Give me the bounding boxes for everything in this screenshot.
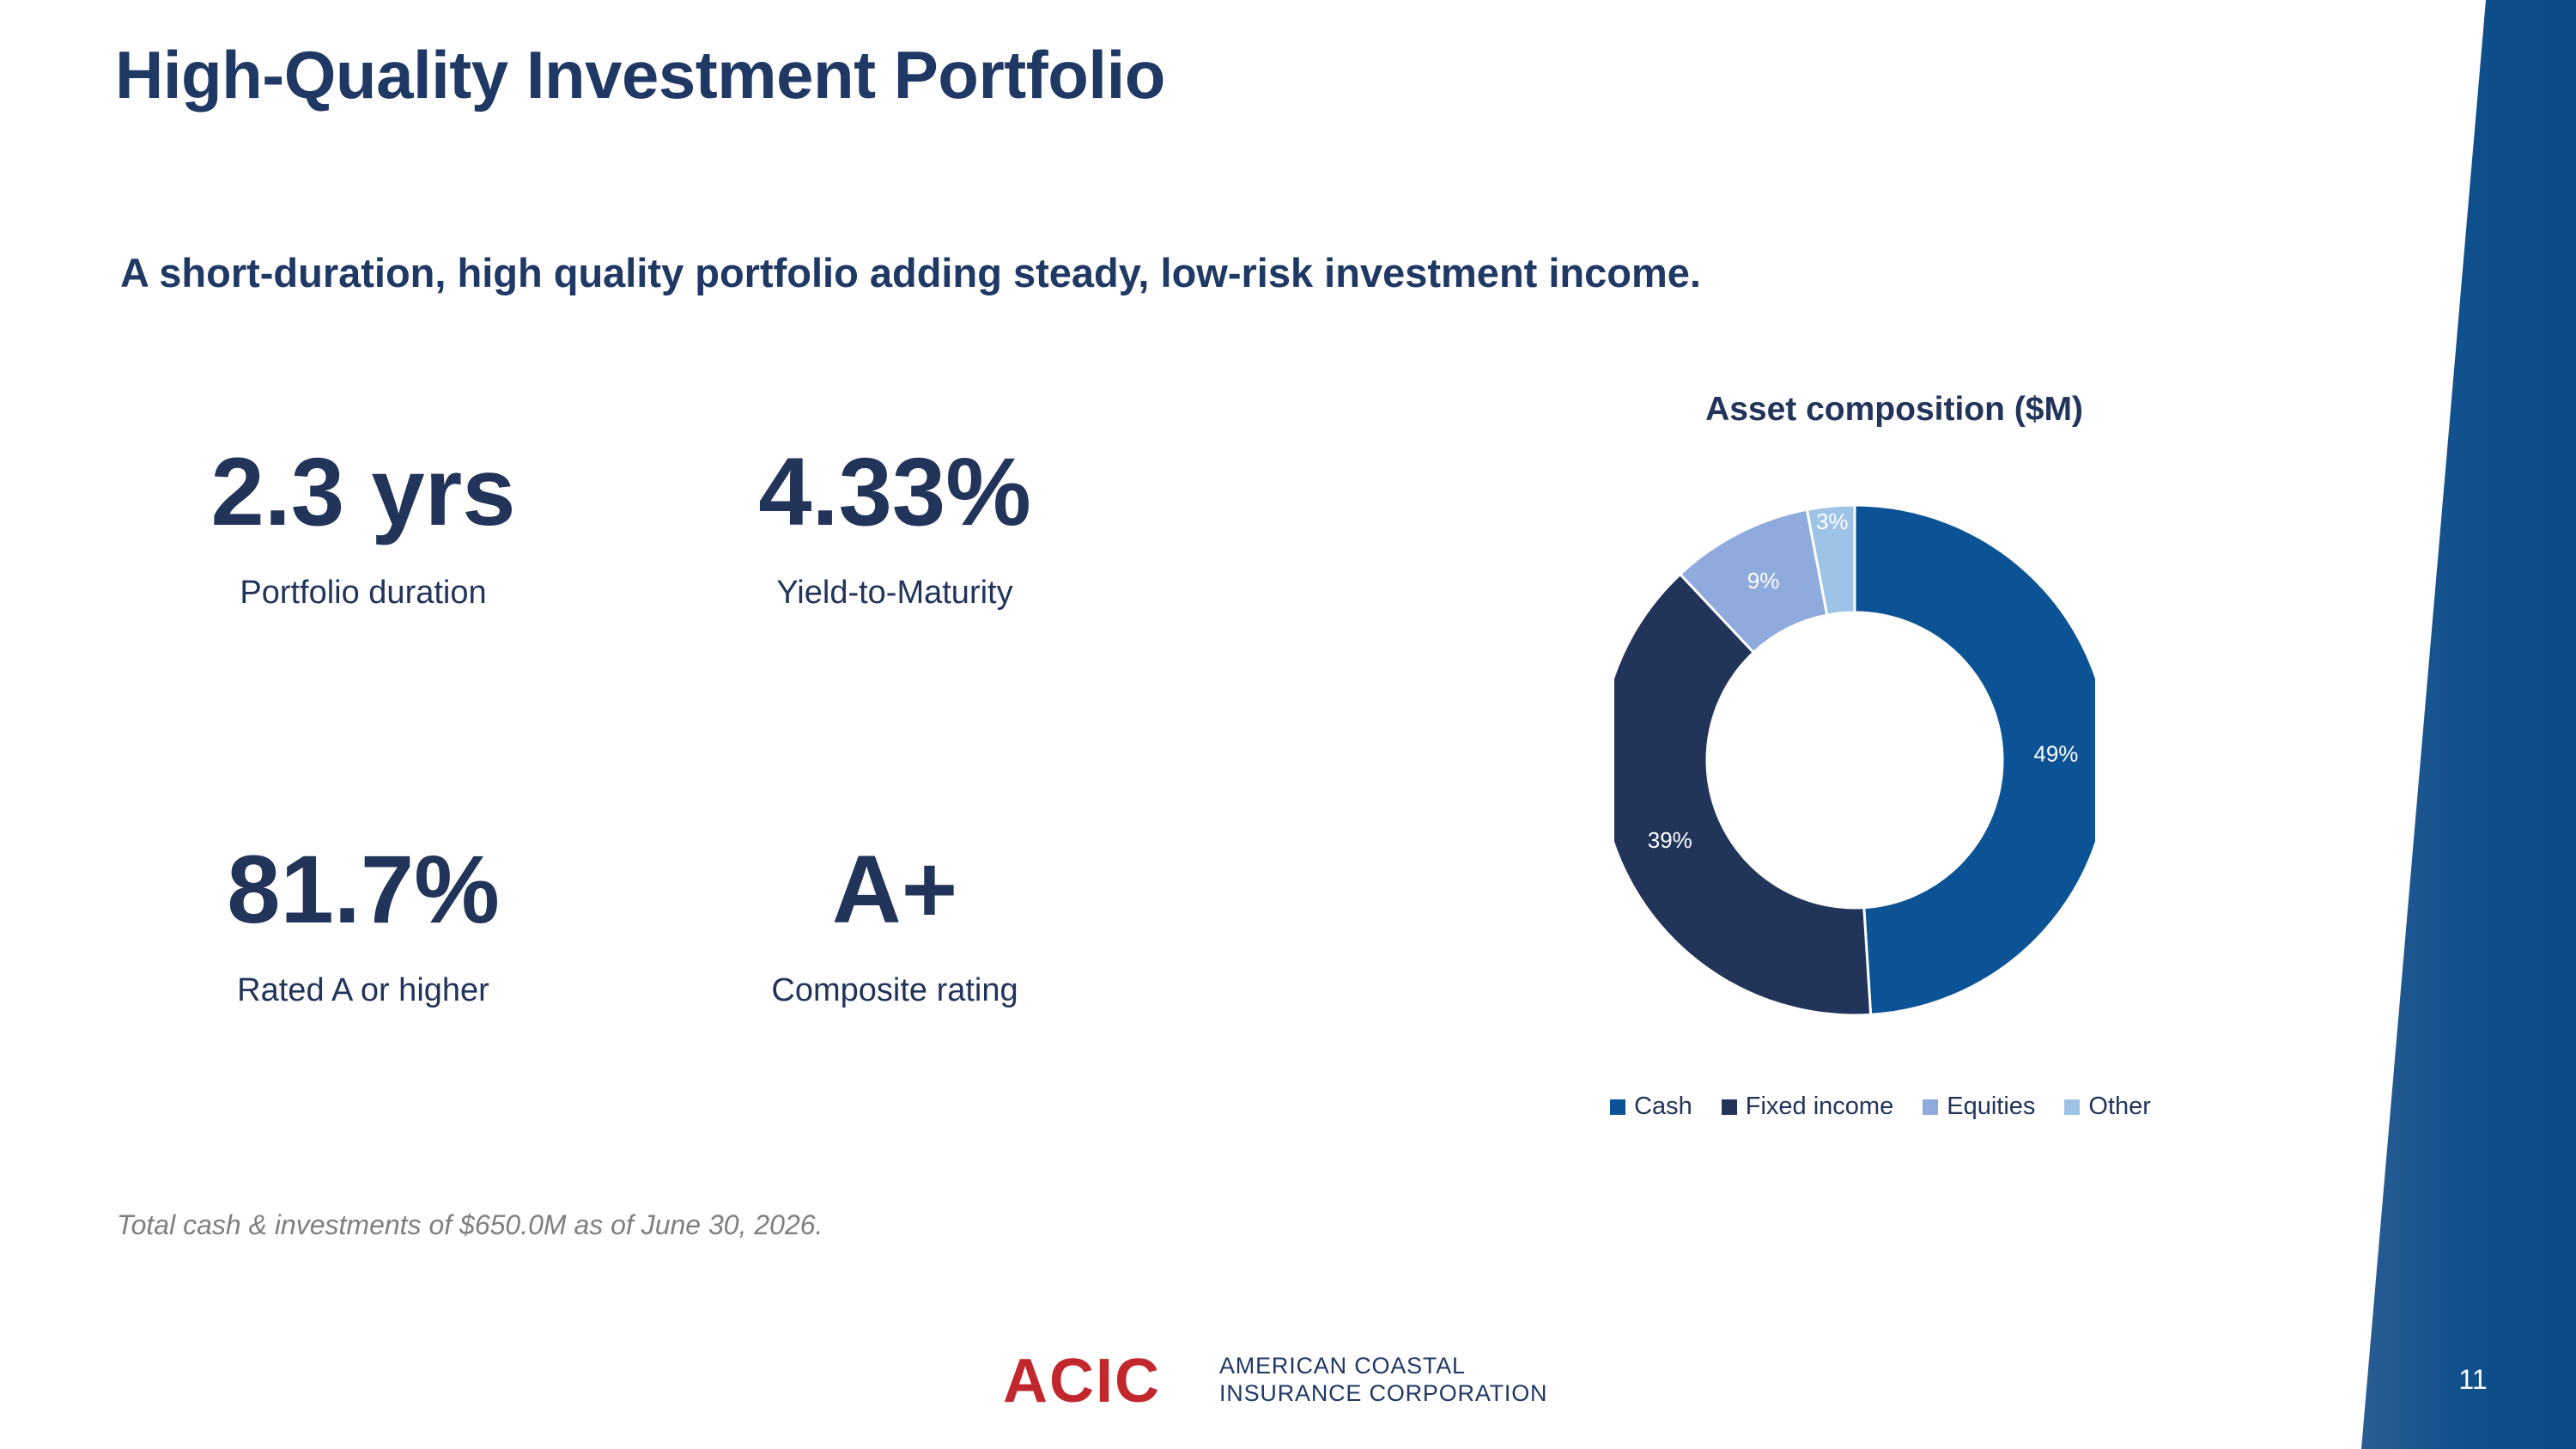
kpi-label: Rated A or higher (237, 972, 489, 1008)
page-title: High-Quality Investment Portfolio (115, 37, 1165, 113)
kpi-value: 4.33% (758, 438, 1031, 545)
data-label-equities: 9% (1747, 568, 1780, 594)
chart-title: Asset composition ($M) (1705, 391, 2083, 428)
kpi-label: Portfolio duration (240, 575, 487, 611)
legend-item-other: Other (2064, 1093, 2151, 1121)
kpi-composite-rating: A+ Composite rating (654, 836, 1135, 1008)
chart-legend: Cash Fixed income Equities Other (1606, 1093, 2155, 1121)
kpi-yield-to-maturity: 4.33% Yield-to-Maturity (654, 438, 1135, 611)
kpi-value: A+ (831, 836, 958, 943)
legend-label: Other (2088, 1093, 2151, 1120)
data-label-fixed-income: 39% (1648, 827, 1692, 853)
legend-item-cash: Cash (1610, 1093, 1692, 1121)
legend-label: Fixed income (1745, 1093, 1894, 1120)
legend-item-equities: Equities (1923, 1093, 2035, 1121)
kpi-label: Yield-to-Maturity (776, 575, 1013, 611)
kpi-label: Composite rating (771, 972, 1018, 1008)
donut-slice-fixed-income (1614, 572, 1873, 1017)
footnote: Total cash & investments of $650.0M as o… (117, 1209, 823, 1240)
slide-subtitle: A short-duration, high quality portfolio… (120, 250, 1701, 295)
legend-swatch (1721, 1099, 1737, 1115)
logo-company-name: AMERICAN COASTAL INSURANCE CORPORATION (1219, 1352, 1547, 1407)
kpi-value: 2.3 yrs (210, 438, 516, 545)
data-label-other: 3% (1816, 508, 1849, 534)
donut-slice-cash (1853, 503, 2095, 1017)
kpi-portfolio-duration: 2.3 yrs Portfolio duration (123, 438, 604, 611)
donut-slice-other (1805, 503, 1856, 617)
legend-item-fixed-income: Fixed income (1721, 1093, 1894, 1121)
page-number: 11 (2458, 1364, 2488, 1395)
legend-label: Cash (1634, 1093, 1692, 1120)
legend-swatch (1610, 1099, 1626, 1115)
logo-line-2: INSURANCE CORPORATION (1219, 1380, 1548, 1406)
logo-line-1: AMERICAN COASTAL (1219, 1353, 1466, 1379)
asset-composition-donut-chart: 49% 39% 9% 3% (1614, 503, 2095, 1017)
legend-swatch (1923, 1099, 1939, 1115)
logo-mark-text: ACIC (1003, 1347, 1161, 1414)
legend-swatch (2064, 1099, 2081, 1115)
kpi-rated-a-or-higher: 81.7% Rated A or higher (123, 836, 604, 1008)
kpi-value: 81.7% (227, 836, 500, 943)
data-label-cash: 49% (2033, 741, 2078, 767)
acic-logo-mark: ACIC (1003, 1347, 1161, 1414)
legend-label: Equities (1947, 1093, 2036, 1120)
company-logo: ACIC AMERICAN COASTAL INSURANCE CORPORAT… (1003, 1345, 1561, 1414)
